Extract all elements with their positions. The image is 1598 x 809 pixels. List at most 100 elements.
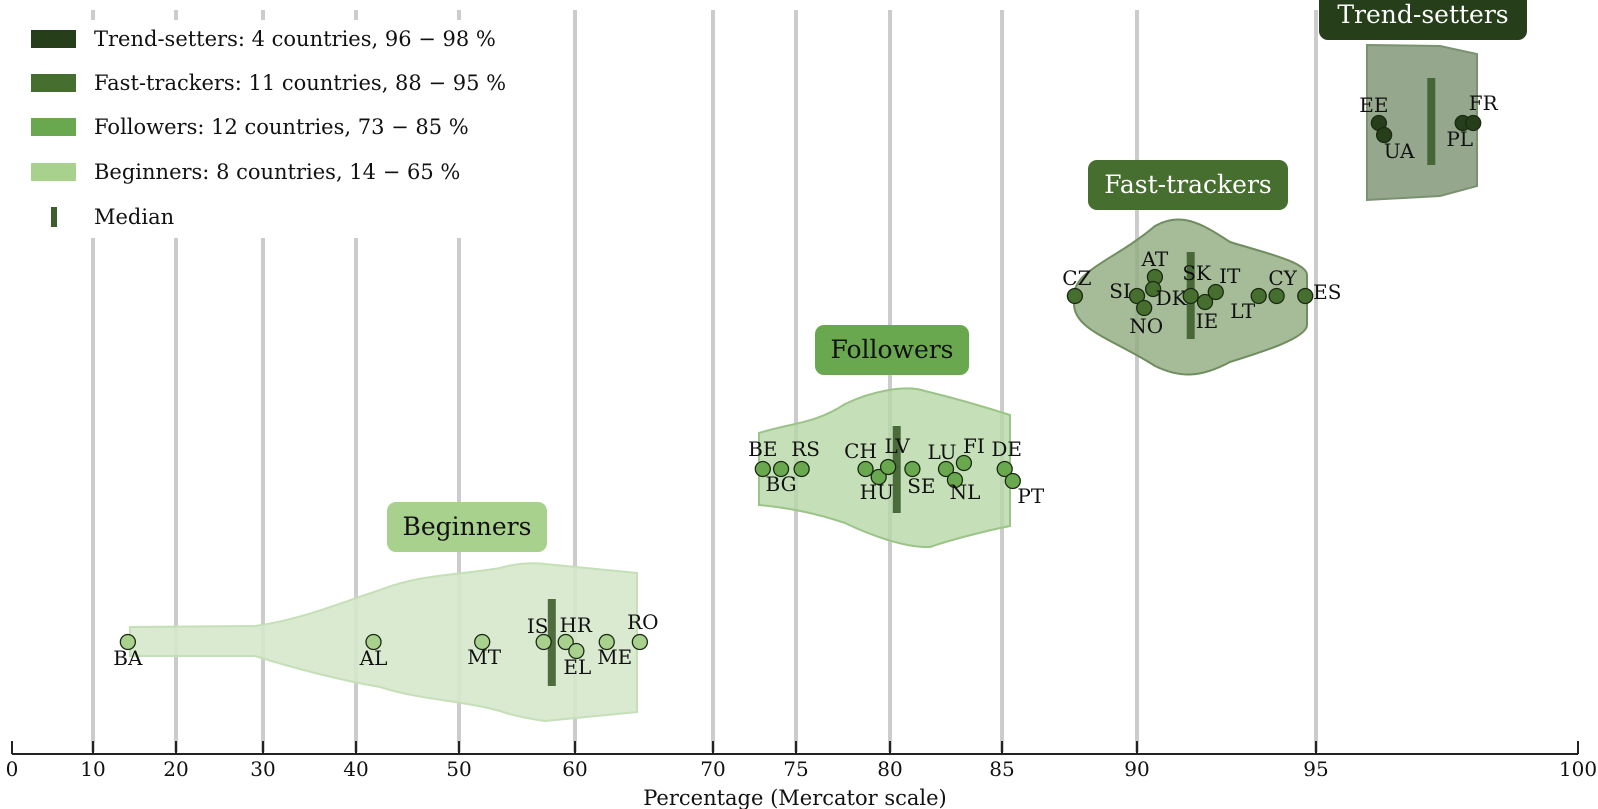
data-point <box>1136 299 1153 317</box>
legend-swatch <box>31 163 76 181</box>
point-label: AT <box>1141 247 1169 271</box>
data-point <box>535 633 552 651</box>
point-label: BA <box>113 646 143 670</box>
point-label: LT <box>1230 299 1256 323</box>
data-point <box>1128 287 1146 305</box>
x-tick-label: 20 <box>163 757 188 781</box>
data-point <box>879 458 897 476</box>
data-point <box>857 460 874 478</box>
legend-swatch <box>31 30 76 48</box>
point-label: SK <box>1182 261 1212 285</box>
data-point <box>365 633 382 651</box>
point-label: BE <box>748 437 777 461</box>
point-label: LU <box>927 440 956 464</box>
group-title: Beginners <box>403 512 532 541</box>
data-point <box>946 471 964 489</box>
point-label: IE <box>1196 309 1219 333</box>
x-tick-label: 80 <box>877 757 902 781</box>
legend-swatch <box>31 118 76 136</box>
data-point <box>955 454 973 472</box>
point-label: CH <box>844 439 877 463</box>
point-label: IT <box>1219 264 1241 288</box>
group-title: Fast-trackers <box>1104 170 1272 199</box>
point-label: MT <box>467 645 501 669</box>
point-label: CY <box>1268 266 1297 290</box>
point-label: ES <box>1313 280 1341 304</box>
group-titles: Trend-setters Fast-trackers Followers Begin… <box>387 0 1527 552</box>
point-label: RS <box>791 437 820 461</box>
legend-label: Beginners: 8 countries, 14 − 65 % <box>94 160 460 184</box>
violin-beginners <box>129 562 638 723</box>
x-tick-label: 95 <box>1303 757 1328 781</box>
data-point <box>474 633 491 651</box>
data-point <box>793 460 810 478</box>
group-title-box <box>387 502 547 552</box>
data-point <box>937 460 955 478</box>
point-label: UA <box>1384 139 1415 163</box>
x-tick-label: 50 <box>446 757 471 781</box>
legend: Trend-setters: 4 countries, 96 − 98 % Fas… <box>31 27 506 229</box>
point-label: ME <box>597 645 632 669</box>
legend-label: Trend-setters: 4 countries, 96 − 98 % <box>94 27 496 51</box>
point-label: PL <box>1446 127 1473 151</box>
point-label: EL <box>563 655 591 679</box>
group-title: Trend-setters <box>1337 0 1508 29</box>
group-title-box <box>815 325 969 375</box>
legend-label: Followers: 12 countries, 73 − 85 % <box>94 115 469 139</box>
data-point <box>1297 287 1314 305</box>
data-point <box>1066 287 1084 305</box>
x-tick-label: 75 <box>783 757 808 781</box>
x-tick-label: 90 <box>1124 757 1149 781</box>
x-tick-label: 60 <box>562 757 587 781</box>
x-axis-title: Percentage (Mercator scale) <box>643 786 947 809</box>
data-point <box>1268 287 1285 305</box>
data-point <box>1004 472 1021 490</box>
group-title: Followers <box>830 335 953 364</box>
point-label: IS <box>527 614 549 638</box>
point-label: LV <box>884 434 910 458</box>
point-label: HR <box>559 613 592 637</box>
data-point <box>996 460 1013 478</box>
point-label: FI <box>963 434 985 458</box>
data-point <box>1144 280 1162 298</box>
data-point <box>1250 287 1267 305</box>
x-tick-label: 100 <box>1559 757 1597 781</box>
point-label: AL <box>359 646 388 670</box>
x-tick-label: 85 <box>989 757 1014 781</box>
grid-layer <box>91 10 1318 752</box>
group-title-box <box>1088 160 1288 210</box>
data-point <box>1207 283 1224 301</box>
point-label: SI <box>1109 279 1131 303</box>
violin-trend-setters <box>1366 43 1478 202</box>
violin-layer <box>129 43 1478 723</box>
x-tick-label: 10 <box>80 757 105 781</box>
point-label: NO <box>1129 314 1163 338</box>
data-point <box>772 460 790 478</box>
x-tick-label: 70 <box>700 757 725 781</box>
point-label: CZ <box>1062 266 1091 290</box>
point-label: HU <box>860 480 894 504</box>
group-title-box <box>1319 0 1527 40</box>
median-marker <box>1427 78 1436 165</box>
data-point <box>119 633 137 651</box>
data-point <box>1182 287 1199 305</box>
point-label: EE <box>1359 93 1388 117</box>
x-axis: Percentage (Mercator scale) 0 10 20 30 40 50 6… <box>6 741 1597 809</box>
point-label: SE <box>907 474 935 498</box>
point-label: FR <box>1469 91 1499 115</box>
point-label: PT <box>1017 484 1044 508</box>
data-point <box>870 468 887 486</box>
x-tick-label: 30 <box>250 757 275 781</box>
legend-label: Median <box>94 205 174 229</box>
median-marker <box>892 426 901 513</box>
data-point <box>557 633 574 651</box>
data-point <box>568 642 585 660</box>
point-label: BG <box>766 472 797 496</box>
legend-median-marker <box>51 207 57 227</box>
data-point <box>1375 126 1393 144</box>
x-tick-label: 0 <box>6 757 19 781</box>
data-point <box>904 460 921 478</box>
data-point <box>598 633 615 651</box>
data-point <box>1465 114 1482 132</box>
